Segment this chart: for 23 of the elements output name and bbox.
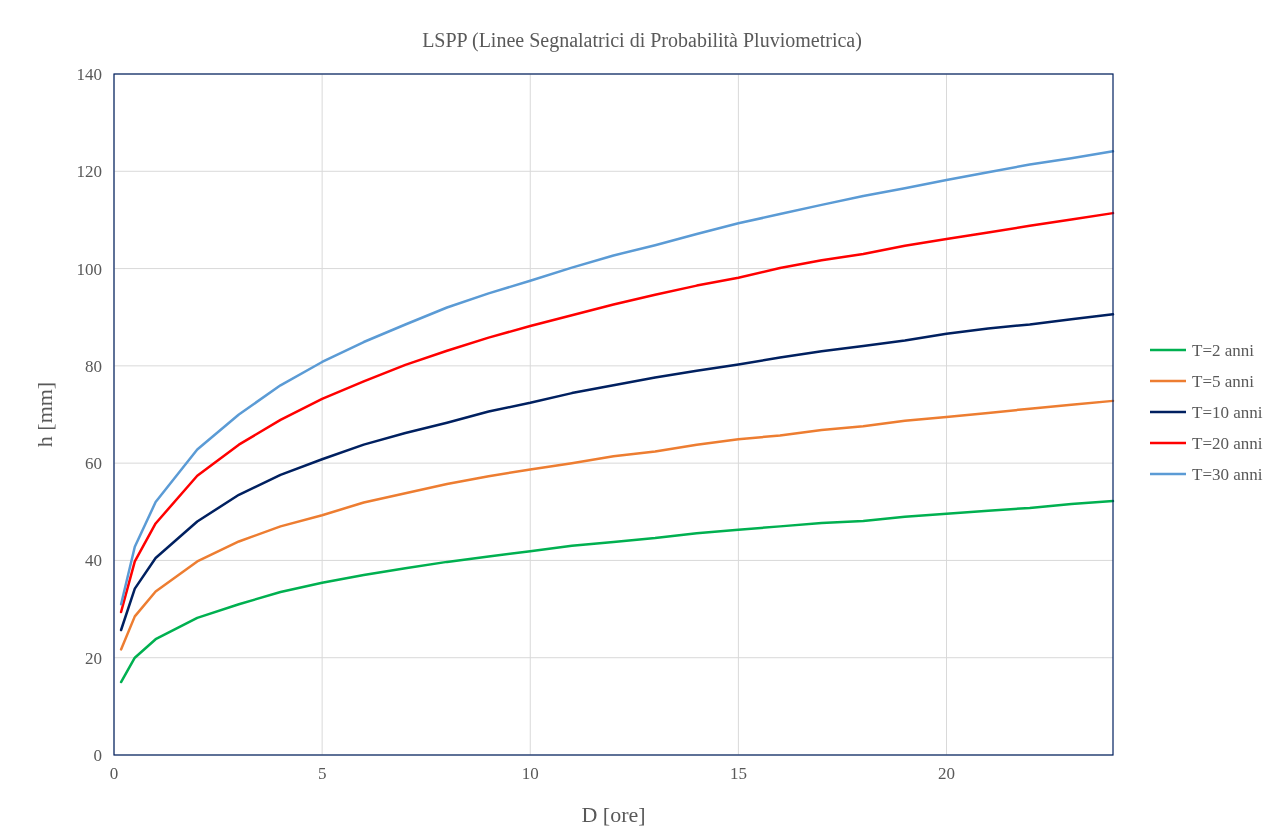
x-tick-label: 0 <box>109 764 119 783</box>
y-axis-title: h [mm] <box>32 381 57 448</box>
legend-label: T=30 anni <box>1192 465 1263 484</box>
x-axis-title: D [ore] <box>581 802 646 827</box>
legend-label: T=5 anni <box>1192 372 1255 391</box>
y-tick-label: 100 <box>76 259 102 279</box>
chart-title: LSPP (Linee Segnalatrici di Probabilità Pluviometrica) <box>422 29 862 52</box>
x-tick-label: 5 <box>317 764 327 783</box>
x-tick-label: 15 <box>729 764 747 783</box>
legend-label: T=2 anni <box>1192 341 1255 360</box>
y-tick-label: 60 <box>85 454 102 474</box>
y-tick-label: 40 <box>85 551 102 571</box>
line-series <box>119 399 1115 651</box>
x-tick-label: 10 <box>521 764 539 783</box>
y-tick-label: 120 <box>76 162 102 182</box>
y-tick-label: 80 <box>85 356 102 376</box>
x-tick-label: 20 <box>938 764 955 783</box>
y-tick-label: 0 <box>93 746 102 765</box>
legend-label: T=20 anni <box>1192 434 1263 453</box>
line-series <box>119 499 1115 684</box>
legend-label: T=10 anni <box>1192 403 1263 422</box>
y-tick-label: 20 <box>85 648 102 668</box>
y-tick-label: 140 <box>76 65 102 84</box>
